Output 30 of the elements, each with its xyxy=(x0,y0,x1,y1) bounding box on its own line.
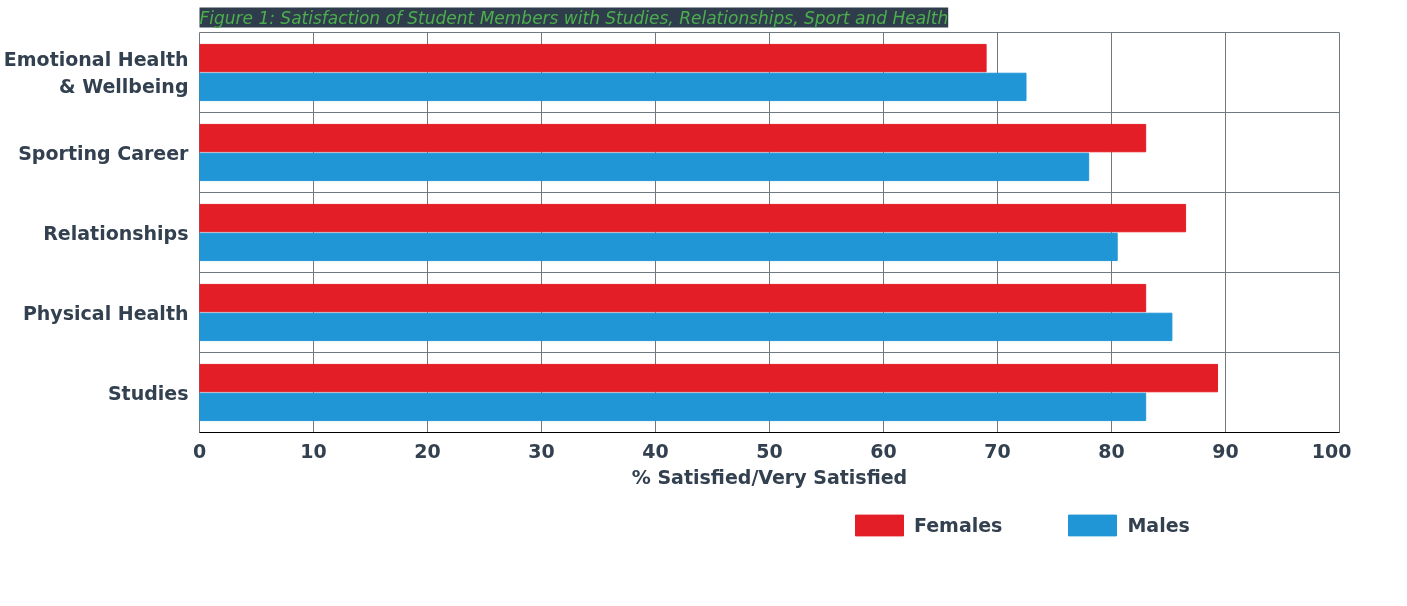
x-tick-label: 40 xyxy=(642,439,669,462)
bar xyxy=(199,43,987,73)
bar xyxy=(199,203,1187,233)
y-tick-label: Sporting Career xyxy=(18,141,190,164)
x-tick-label: 100 xyxy=(1311,439,1352,462)
x-tick-label: 50 xyxy=(756,439,783,462)
x-tick-label: 10 xyxy=(300,439,327,462)
y-tick-label: Emotional Health & Wellbeing xyxy=(3,48,189,97)
y-tick-label: Studies xyxy=(107,381,189,404)
bar xyxy=(199,392,1147,422)
x-tick-label: 70 xyxy=(984,439,1011,462)
bar xyxy=(199,312,1173,342)
x-tick-label: 20 xyxy=(414,439,441,462)
bar xyxy=(199,123,1147,153)
x-tick-label: 60 xyxy=(870,439,897,462)
bar xyxy=(199,283,1147,313)
bar xyxy=(199,232,1118,262)
y-tick-label: Physical Health xyxy=(22,301,189,324)
x-axis-title: % Satisfied/Very Satisfied xyxy=(631,465,908,488)
x-tick-label: 80 xyxy=(1098,439,1125,462)
x-tick-label: 0 xyxy=(192,439,207,462)
legend-label: Males xyxy=(1127,514,1190,536)
x-tick-label: 30 xyxy=(528,439,555,462)
bar xyxy=(199,72,1027,102)
legend-label: Females xyxy=(914,514,1003,536)
y-tick-label: Relationships xyxy=(43,221,189,244)
bar xyxy=(199,363,1219,393)
chart-title: Figure 1: Satisfaction of Student Members with Studies, Relationships, Sport and Health xyxy=(199,7,949,28)
x-tick-label: 90 xyxy=(1212,439,1239,462)
bar xyxy=(199,152,1090,182)
